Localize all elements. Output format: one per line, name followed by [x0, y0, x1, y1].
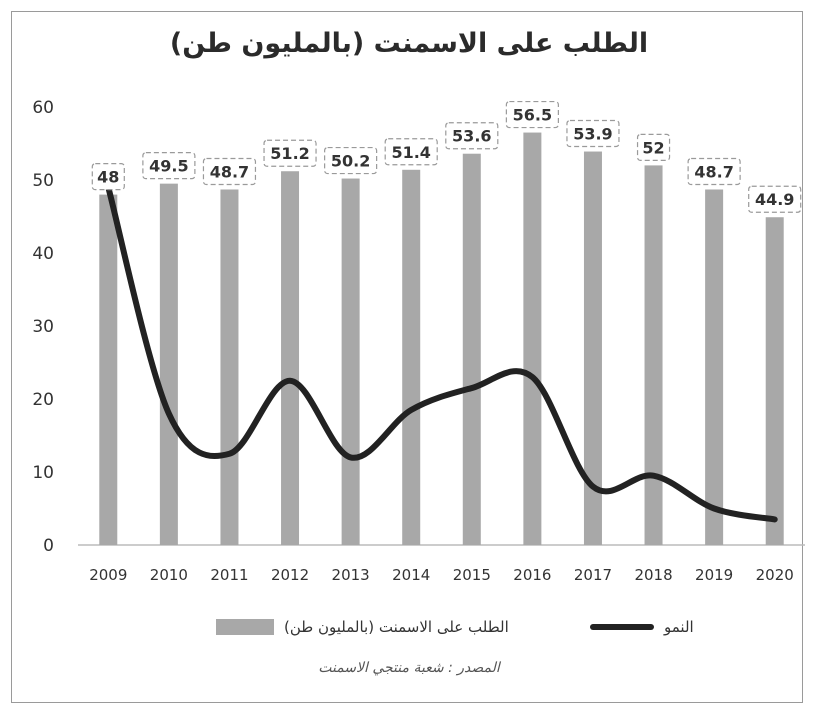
y-tick-label: 50: [32, 171, 54, 191]
data-label-box: [445, 122, 499, 150]
bar: [765, 217, 784, 546]
x-tick-label: 2009: [89, 566, 127, 584]
data-label: 48: [97, 168, 119, 187]
y-tick-label: 40: [32, 244, 54, 264]
data-label-box: [636, 133, 671, 161]
y-tick-label: 20: [32, 390, 54, 410]
legend-swatch-bar: [216, 619, 274, 635]
data-label: 56.5: [513, 106, 552, 125]
growth-line: [105, 184, 778, 523]
legend-item-demand: الطلب على الاسمنت (بالمليون طن): [216, 612, 509, 642]
data-label: 53.6: [452, 127, 491, 146]
bar: [462, 153, 481, 545]
data-label: 48.7: [694, 162, 733, 181]
data-label-box: [566, 119, 620, 148]
data-label: 53.9: [573, 125, 612, 144]
data-label-box: [384, 138, 438, 166]
x-tick-label: 2010: [150, 566, 188, 584]
data-label-box: [263, 139, 317, 167]
x-tick-label: 2020: [756, 566, 794, 584]
x-tick-label: 2012: [271, 566, 309, 584]
source-note: المصدر : شعبة منتجي الاسمنت: [318, 660, 500, 676]
data-label: 44.9: [755, 190, 794, 209]
bar: [705, 189, 724, 546]
bar: [99, 194, 118, 545]
x-tick-label: 2013: [332, 566, 370, 584]
data-label-box: [324, 146, 378, 175]
data-label-box: [142, 152, 196, 180]
data-label: 52: [642, 138, 664, 157]
data-label: 51.2: [270, 144, 309, 163]
x-tick-label: 2019: [695, 566, 733, 584]
bar: [583, 151, 602, 545]
chart-title: الطلب على الاسمنت (بالمليون طن): [169, 28, 649, 59]
x-tick-label: 2018: [634, 566, 672, 584]
bar: [220, 189, 239, 546]
bar: [644, 165, 663, 545]
x-tick-label: 2014: [392, 566, 430, 584]
bar: [402, 169, 421, 545]
data-label-box: [91, 163, 125, 191]
legend-item-growth: النمو: [590, 612, 694, 642]
x-tick-label: 2017: [574, 566, 612, 584]
x-tick-label: 2015: [453, 566, 491, 584]
y-tick-label: 60: [32, 98, 54, 118]
bar: [281, 171, 300, 546]
y-tick-label: 0: [43, 536, 54, 556]
data-label-box: [202, 157, 257, 186]
legend-swatch-line: [590, 624, 654, 630]
data-label: 50.2: [331, 152, 370, 171]
data-label-box: [505, 100, 559, 129]
bar: [341, 178, 360, 546]
legend-label-demand: الطلب على الاسمنت (بالمليون طن): [284, 618, 509, 636]
data-label-box: [748, 185, 802, 213]
data-label: 48.7: [210, 162, 249, 181]
data-label: 49.5: [149, 157, 188, 176]
x-tick-label: 2011: [210, 566, 248, 584]
x-tick-label: 2016: [513, 566, 551, 584]
y-tick-label: 10: [32, 463, 54, 483]
legend-label-growth: النمو: [664, 618, 694, 636]
bar: [523, 132, 542, 546]
y-tick-label: 30: [32, 317, 54, 337]
data-label: 51.4: [391, 143, 430, 162]
data-label-box: [687, 157, 741, 186]
bar: [159, 183, 178, 545]
